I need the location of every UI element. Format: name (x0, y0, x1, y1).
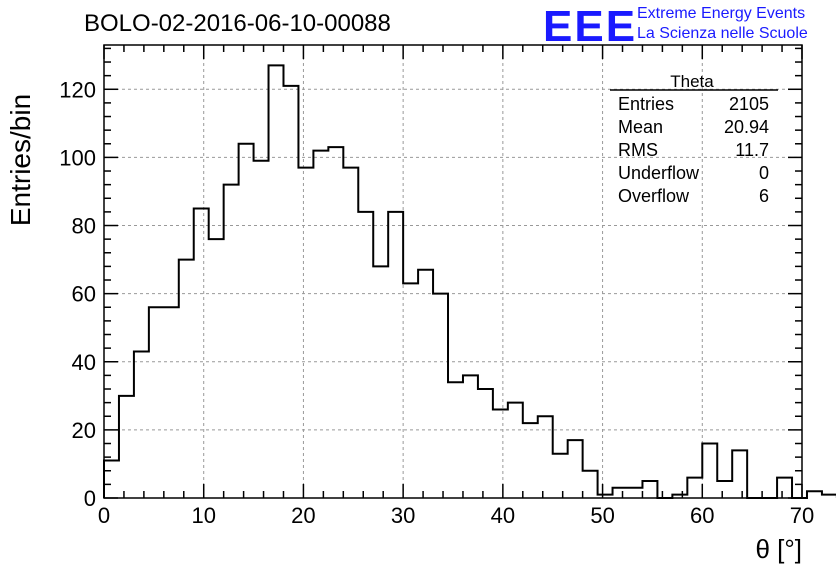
y-tick-label: 40 (72, 350, 96, 375)
histogram-bin (702, 444, 717, 498)
y-axis-label-box: Entries/bin (5, 94, 36, 226)
stats-rms-value: 11.7 (735, 140, 769, 160)
y-tick-label: 0 (84, 486, 96, 511)
stats-title: Theta (670, 72, 714, 91)
histogram-bin (583, 471, 598, 498)
histogram-bin (298, 168, 313, 498)
histogram-bin (373, 266, 388, 498)
histogram-bin (433, 294, 448, 498)
stats-entries-value: 2105 (729, 94, 769, 114)
histogram-bin (418, 270, 433, 498)
histogram-bin (732, 450, 747, 498)
histogram-bin (254, 161, 269, 498)
logo-line-2: La Scienza nelle Scuole (637, 25, 808, 42)
y-tick-label: 120 (59, 77, 96, 102)
stats-overflow-value: 6 (759, 186, 769, 206)
histogram-bin (493, 409, 508, 498)
histogram-bin (628, 488, 643, 498)
histogram-bin (448, 382, 463, 498)
eee-logo: EEE (543, 2, 638, 51)
histogram-bin (134, 352, 149, 498)
axis-ticks (103, 45, 803, 499)
stats-box: Theta Entries 2105 Mean 20.94 RMS 11.7 U… (610, 72, 778, 206)
x-tick-label: 40 (491, 503, 515, 528)
histogram-bin (149, 307, 164, 498)
histogram-bin (269, 65, 284, 498)
histogram-bin (403, 283, 418, 498)
histogram-bin (239, 144, 254, 498)
plot-frame (103, 44, 803, 499)
x-tick-label: 30 (391, 503, 415, 528)
y-tick-label: 100 (59, 145, 96, 170)
histogram-bin (194, 208, 209, 498)
x-tick-label: 60 (690, 503, 714, 528)
stats-mean-label: Mean (618, 117, 663, 137)
histogram-bin (553, 454, 568, 498)
histogram-bin (224, 185, 239, 498)
x-tick-label: 20 (291, 503, 315, 528)
histogram-bin (508, 403, 523, 498)
x-tick-label: 70 (790, 503, 814, 528)
chart-title: BOLO-02-2016-06-10-00088 (84, 10, 391, 37)
x-axis-label: θ [°] (755, 534, 802, 564)
stats-underflow-value: 0 (759, 163, 769, 183)
histogram-bin (807, 491, 822, 498)
histogram-bin (358, 212, 373, 498)
histogram-bin (478, 389, 493, 498)
x-tick-label: 50 (590, 503, 614, 528)
histogram-bin (777, 478, 792, 498)
histogram-bin (568, 440, 583, 498)
y-axis-label: Entries/bin (5, 93, 36, 227)
x-tick-label: 10 (191, 503, 215, 528)
histogram-bin (313, 151, 328, 498)
histogram-bin (388, 212, 403, 498)
histogram-bin (343, 168, 358, 498)
histogram-bin (613, 488, 628, 498)
y-tick-label: 60 (72, 282, 96, 307)
histogram-bin (283, 86, 298, 498)
histogram-bin (822, 495, 836, 498)
stats-entries-label: Entries (618, 94, 674, 114)
histogram-bin (209, 239, 224, 498)
stats-rms-label: RMS (618, 140, 658, 160)
histogram-bin (463, 375, 478, 498)
stats-underflow-label: Underflow (618, 163, 700, 183)
histogram-bin (119, 396, 134, 498)
histogram-bin (104, 461, 119, 498)
histogram-bin (717, 481, 732, 498)
histogram (103, 64, 836, 499)
histogram-outline (103, 64, 836, 499)
histogram-bin (164, 307, 179, 498)
histogram-bin (523, 423, 538, 498)
histogram-bin (328, 147, 343, 498)
grid (104, 45, 802, 498)
histogram-bin (642, 481, 657, 498)
histogram-bin (538, 416, 553, 498)
y-tick-label: 80 (72, 214, 96, 239)
histogram-bin (687, 478, 702, 498)
y-tick-label: 20 (72, 418, 96, 443)
stats-mean-value: 20.94 (724, 117, 769, 137)
stats-overflow-label: Overflow (618, 186, 690, 206)
histogram-bin (179, 260, 194, 498)
logo-line-1: Extreme Energy Events (637, 5, 806, 22)
x-tick-label: 0 (98, 503, 110, 528)
